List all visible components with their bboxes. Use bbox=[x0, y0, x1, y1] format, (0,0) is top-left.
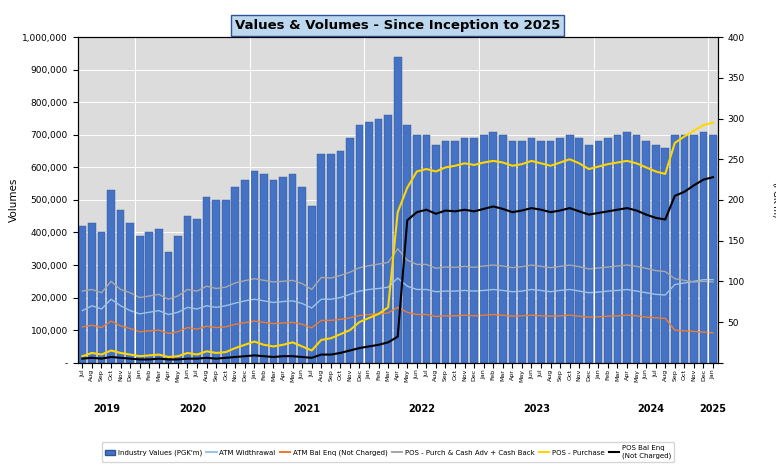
Y-axis label: Industry Values
(PGK'm): Industry Values (PGK'm) bbox=[770, 165, 776, 235]
Bar bbox=[700, 132, 707, 363]
Bar bbox=[413, 135, 421, 363]
Bar bbox=[279, 177, 287, 363]
Bar bbox=[231, 187, 239, 363]
Bar bbox=[375, 119, 383, 363]
Bar bbox=[681, 135, 688, 363]
Bar bbox=[270, 180, 277, 363]
Bar bbox=[355, 125, 363, 363]
Bar bbox=[632, 135, 640, 363]
Bar bbox=[193, 219, 201, 363]
Bar bbox=[614, 135, 622, 363]
Bar bbox=[499, 135, 507, 363]
Bar bbox=[88, 223, 95, 363]
Bar bbox=[213, 200, 220, 363]
Bar bbox=[508, 141, 516, 363]
Bar bbox=[594, 141, 602, 363]
Bar bbox=[528, 138, 535, 363]
Bar bbox=[661, 148, 669, 363]
Bar bbox=[442, 141, 449, 363]
Bar bbox=[423, 135, 430, 363]
Bar bbox=[623, 132, 631, 363]
Bar bbox=[384, 115, 392, 363]
Bar bbox=[98, 232, 106, 363]
Bar bbox=[671, 135, 679, 363]
Bar bbox=[317, 154, 325, 363]
Bar bbox=[394, 57, 401, 363]
Bar bbox=[346, 138, 354, 363]
Bar bbox=[251, 171, 258, 363]
Text: 2020: 2020 bbox=[178, 405, 206, 414]
Bar bbox=[518, 141, 526, 363]
Bar bbox=[145, 232, 153, 363]
Text: 2022: 2022 bbox=[408, 405, 435, 414]
Bar bbox=[165, 252, 172, 363]
Text: 2023: 2023 bbox=[523, 405, 549, 414]
Bar bbox=[480, 135, 487, 363]
Bar bbox=[222, 200, 230, 363]
Bar bbox=[604, 138, 611, 363]
Bar bbox=[241, 180, 248, 363]
Bar bbox=[174, 236, 182, 363]
Bar bbox=[451, 141, 459, 363]
Bar bbox=[490, 132, 497, 363]
Bar bbox=[576, 138, 583, 363]
Text: 2024: 2024 bbox=[637, 405, 664, 414]
Bar bbox=[432, 145, 440, 363]
Bar bbox=[203, 197, 210, 363]
Bar bbox=[298, 187, 306, 363]
Title: Values & Volumes - Since Inception to 2025: Values & Volumes - Since Inception to 20… bbox=[235, 19, 560, 32]
Bar bbox=[260, 174, 268, 363]
Bar bbox=[337, 151, 345, 363]
Bar bbox=[155, 229, 163, 363]
Bar bbox=[184, 216, 192, 363]
Bar bbox=[404, 125, 411, 363]
Text: 2021: 2021 bbox=[293, 405, 320, 414]
Bar bbox=[537, 141, 545, 363]
Bar bbox=[652, 145, 660, 363]
Bar bbox=[547, 141, 554, 363]
Bar bbox=[308, 206, 316, 363]
Bar bbox=[556, 138, 564, 363]
Bar bbox=[126, 223, 134, 363]
Bar bbox=[107, 190, 115, 363]
Legend: Industry Values (PGK'm), ATM Widthrawal, ATM Bal Enq (Not Charged), POS - Purch : Industry Values (PGK'm), ATM Widthrawal,… bbox=[102, 443, 674, 462]
Bar bbox=[566, 135, 573, 363]
Bar bbox=[690, 135, 698, 363]
Bar bbox=[585, 145, 593, 363]
Bar bbox=[78, 226, 86, 363]
Bar bbox=[709, 135, 717, 363]
Bar bbox=[643, 141, 650, 363]
Bar bbox=[136, 236, 144, 363]
Bar bbox=[470, 138, 478, 363]
Bar bbox=[461, 138, 469, 363]
Text: 2025: 2025 bbox=[699, 405, 726, 414]
Y-axis label: Volumes: Volumes bbox=[9, 178, 19, 222]
Bar bbox=[289, 174, 296, 363]
Bar bbox=[116, 210, 124, 363]
Bar bbox=[365, 122, 372, 363]
Bar bbox=[327, 154, 334, 363]
Text: 2019: 2019 bbox=[93, 405, 120, 414]
